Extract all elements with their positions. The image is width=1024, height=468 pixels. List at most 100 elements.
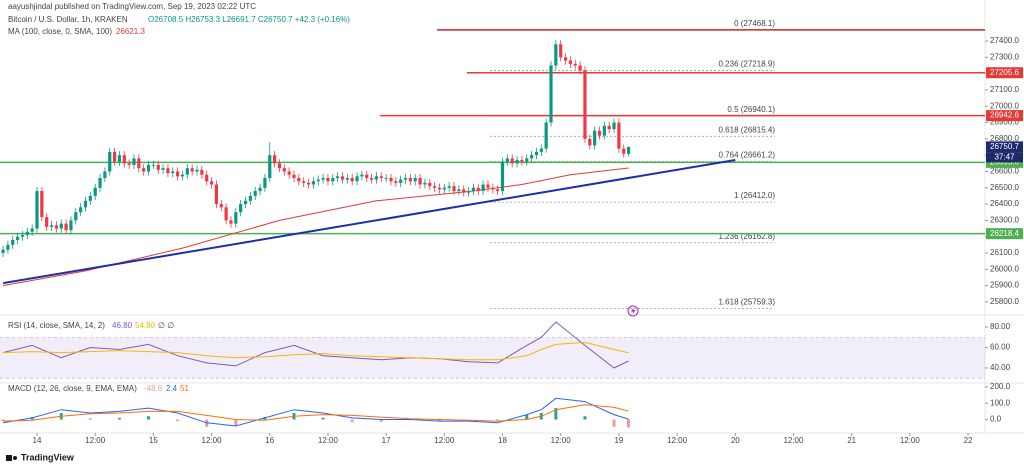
macd-value: 2.4 (166, 384, 178, 393)
candle-body (166, 168, 170, 174)
fib-label: 0.618 (26815.4) (719, 125, 776, 134)
candle-body (30, 228, 34, 232)
fib-label: 0 (27468.1) (734, 19, 775, 28)
candle-body (345, 177, 349, 180)
candle-body (447, 186, 451, 188)
fib-label: 1 (26412.0) (734, 191, 775, 200)
candle-body (573, 63, 577, 66)
candle-body (185, 168, 189, 175)
candle-body (476, 187, 480, 192)
candle-body (253, 191, 257, 196)
macd-title: MACD (12, 26, close, 9, EMA, EMA) (8, 384, 137, 393)
candle-body (176, 171, 180, 177)
candle-body (593, 130, 597, 146)
candle-body (597, 130, 602, 136)
candle-body (408, 177, 412, 182)
histogram-bar (496, 419, 500, 422)
candle-body (433, 186, 437, 188)
candle-body (142, 168, 146, 172)
candle-body (200, 169, 204, 175)
histogram-bar (1, 419, 5, 422)
candle-body (437, 187, 442, 190)
candle-body (316, 179, 320, 182)
candle-body (374, 176, 379, 180)
candle-body (466, 191, 471, 193)
level-tag-label: 26942.6 (990, 111, 1019, 120)
y-tick-label: 80.00 (990, 322, 1011, 331)
y-tick-label: 60.00 (990, 343, 1011, 352)
candle-body (209, 181, 214, 185)
histogram-bar (583, 416, 587, 420)
candle-body (1, 249, 5, 253)
candle-body (127, 163, 131, 165)
x-tick-label: 12:00 (783, 436, 804, 445)
candle-body (602, 125, 606, 136)
ohlc: O26708.5 H26753.3 L26691.7 C26750.7 +42.… (148, 15, 350, 24)
candle-body (6, 244, 10, 250)
candle-body (146, 164, 151, 172)
candle-body (239, 204, 243, 213)
candle-body (205, 174, 209, 182)
candle-body (282, 168, 286, 172)
y-tick-label: 25800.0 (990, 297, 1019, 306)
x-tick-label: 15 (149, 436, 158, 445)
candle-body (457, 189, 461, 192)
fib-label: 1.236 (26162.8) (719, 232, 776, 241)
y-tick-label: 0.0 (990, 415, 1002, 424)
event-icon[interactable] (627, 305, 639, 317)
level-tag (986, 67, 1023, 79)
level-tag (986, 156, 1023, 168)
histogram-bar (147, 416, 151, 420)
candle-body (35, 191, 39, 229)
candle-body (331, 177, 335, 182)
candle-body (530, 155, 534, 159)
candle-body (321, 177, 325, 180)
trendline (2, 159, 736, 285)
candle-body (122, 155, 126, 164)
x-tick-label: 16 (265, 436, 274, 445)
ma-value: 26621.3 (116, 27, 145, 36)
candle-body (137, 158, 141, 169)
candle-body (224, 207, 228, 221)
x-tick-label: 12:00 (85, 436, 106, 445)
candle-body (340, 176, 345, 180)
candle-body (452, 186, 456, 192)
y-tick-label: 100.0 (990, 398, 1011, 407)
candle-body (549, 65, 553, 123)
candle-body (190, 168, 194, 172)
candle-body (59, 223, 63, 229)
candle-body (214, 184, 219, 205)
candle-body (428, 182, 432, 187)
candle-body (617, 122, 621, 149)
x-tick-label: 12:00 (318, 436, 339, 445)
candle-body (117, 155, 122, 162)
candle-body (243, 200, 248, 205)
y-tick-label: 26000.0 (990, 264, 1019, 273)
candle-body (626, 146, 631, 154)
candle-body (563, 57, 568, 61)
y-tick-label: 26800.0 (990, 134, 1019, 143)
candle-body (612, 122, 616, 130)
histogram-bar (88, 418, 92, 420)
candle-body (486, 184, 490, 188)
countdown-tag (986, 152, 1023, 163)
rsi-title: RSI (14, close, SMA, 14, 2) (8, 321, 105, 330)
y-tick-label: 27400.0 (990, 36, 1019, 45)
candle-body (306, 182, 311, 185)
candle-body (268, 155, 272, 178)
logo-dot (13, 456, 17, 460)
histogram-bar (612, 419, 616, 427)
x-tick-label: 20 (731, 436, 740, 445)
histogram-bar (554, 408, 558, 420)
candle-body (365, 174, 369, 178)
x-tick-label: 21 (847, 436, 856, 445)
level-tag-label: 26218.4 (990, 229, 1019, 238)
y-tick-label: 40.00 (990, 363, 1011, 372)
y-tick-label: 26600.0 (990, 167, 1019, 176)
x-tick-label: 12:00 (551, 436, 572, 445)
candle-body (413, 177, 417, 182)
candle-body (505, 158, 509, 162)
y-tick-label: 26400.0 (990, 199, 1019, 208)
macd-line (3, 404, 629, 422)
candle-body (403, 177, 408, 180)
